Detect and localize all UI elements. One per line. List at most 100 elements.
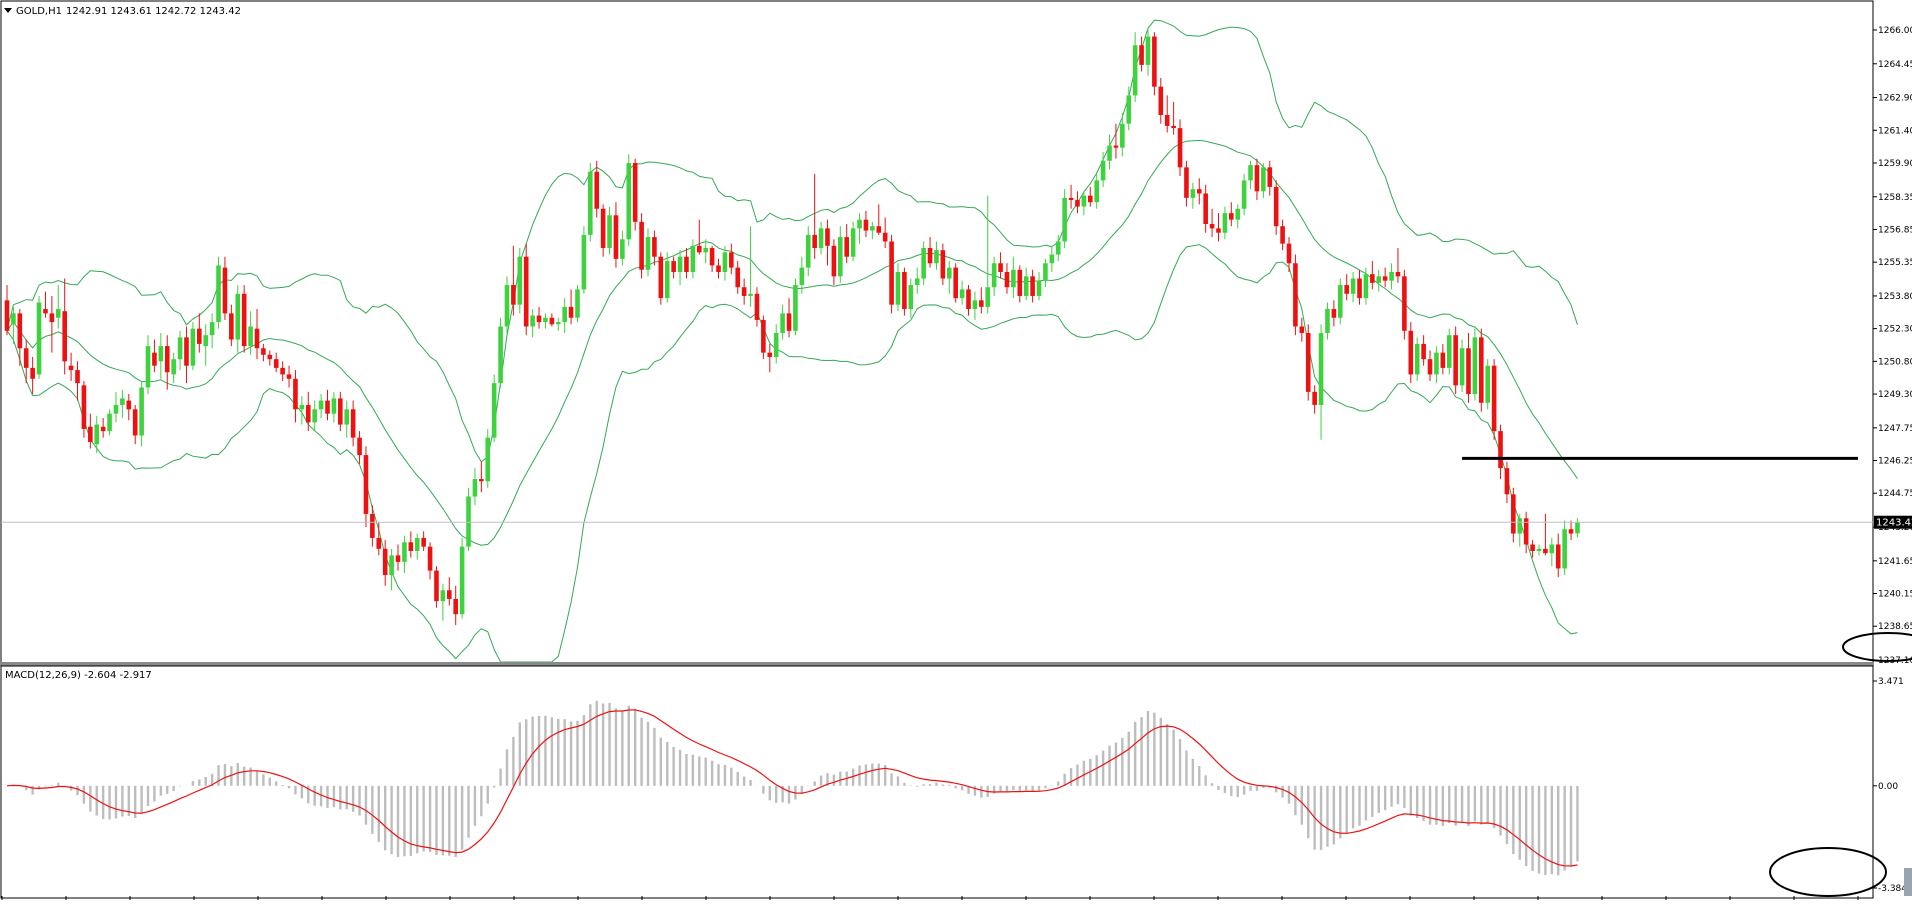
candle-body [607, 215, 612, 248]
candle-body [581, 234, 587, 290]
candle-body [344, 409, 350, 425]
candle-body [825, 228, 830, 246]
candle-body [600, 208, 606, 248]
candle-body [555, 322, 561, 325]
candle-body [959, 289, 965, 299]
annotation-circle-macd [1769, 847, 1887, 897]
candle-body [620, 239, 625, 259]
candle-body [831, 245, 837, 277]
candle-body [1177, 128, 1183, 168]
candle-body [17, 313, 23, 349]
candle-body [658, 256, 664, 299]
candle-body [504, 285, 510, 327]
candle-body [177, 337, 183, 360]
candle-body [754, 293, 760, 320]
candle-body [703, 247, 708, 253]
candle-body [94, 424, 100, 445]
candle-body [1171, 125, 1176, 129]
candle-body [1434, 352, 1439, 375]
price-tick-label: 1261.40 [1878, 126, 1912, 136]
candle-body [1254, 165, 1260, 192]
price-tick-label: 1264.45 [1878, 60, 1912, 70]
candle-body [139, 387, 144, 436]
price-tick-label: 1258.35 [1878, 193, 1912, 203]
candle-body [1363, 274, 1369, 299]
candle-body [113, 404, 119, 414]
candle-body [1555, 544, 1561, 569]
candle-body [639, 221, 644, 270]
candle-body [664, 261, 670, 299]
price-tick-label: 1262.90 [1878, 94, 1912, 104]
candle-body [729, 252, 734, 268]
candle-body [81, 385, 87, 429]
candle-body [536, 315, 542, 323]
price-tick-label: 1247.75 [1878, 424, 1912, 434]
candle-body [780, 313, 785, 334]
candle-body [1062, 197, 1067, 242]
candle-body [1075, 200, 1080, 207]
candle-body [1158, 86, 1164, 116]
candle-body [934, 250, 939, 264]
candle-body [850, 228, 856, 257]
candle-body [870, 226, 875, 231]
price-tick-label: 1249.30 [1878, 390, 1912, 400]
candle-body [722, 252, 728, 272]
candle-body [446, 590, 452, 599]
candle-body [1023, 276, 1029, 296]
candle-body [267, 354, 273, 360]
candle-body [1126, 95, 1132, 124]
candle-body [1216, 228, 1221, 233]
candle-body [1107, 145, 1112, 161]
candle-body [254, 328, 260, 349]
candle-body [838, 237, 843, 277]
candle-body [1030, 276, 1035, 296]
candle-body [1081, 195, 1087, 207]
candle-body [363, 455, 369, 514]
candle-body [972, 300, 978, 310]
macd-signal-line [6, 709, 1578, 867]
candle-body [498, 326, 503, 384]
candle-body [1261, 167, 1266, 192]
candle-body [812, 234, 817, 248]
scroll-handle[interactable] [1904, 868, 1912, 896]
candle-body [1453, 335, 1458, 386]
candle-body [395, 555, 401, 562]
candle-body [453, 598, 458, 615]
candle-body [491, 383, 497, 438]
candle-body [357, 437, 362, 456]
candle-body [466, 496, 471, 547]
candle-body [677, 256, 683, 272]
candle-body [1318, 333, 1324, 405]
candle-body [248, 326, 253, 347]
candle-body [440, 590, 446, 602]
candle-body [350, 409, 356, 438]
candle-body [1100, 160, 1106, 181]
candle-body [523, 256, 529, 327]
price-tick-label: 1259.90 [1878, 159, 1912, 169]
candle-body [216, 265, 221, 323]
candle-body [1132, 45, 1138, 96]
candle-body [940, 250, 946, 279]
candle-body [132, 409, 138, 436]
candle-body [1408, 330, 1414, 375]
macd-tick-label: 0.00 [1878, 782, 1898, 792]
panel-separator[interactable] [0, 662, 1874, 666]
candle-body [818, 228, 824, 248]
candle-body [318, 400, 324, 410]
candle-body [1235, 208, 1241, 220]
price-panel[interactable] [0, 0, 1874, 664]
macd-panel[interactable] [0, 665, 1874, 899]
symbol-dropdown-icon[interactable] [4, 8, 12, 13]
price-tick-label: 1238.65 [1878, 622, 1912, 632]
bollinger-bands [6, 19, 1578, 663]
candle-body [1267, 167, 1273, 187]
candle-body [1427, 359, 1433, 375]
candle-body [1402, 276, 1407, 331]
candle-body [1184, 167, 1189, 198]
price-tick-label: 1256.85 [1878, 225, 1912, 235]
candle-body [626, 162, 632, 240]
price-tick-label: 1253.80 [1878, 292, 1912, 302]
candle-body [1004, 271, 1010, 288]
